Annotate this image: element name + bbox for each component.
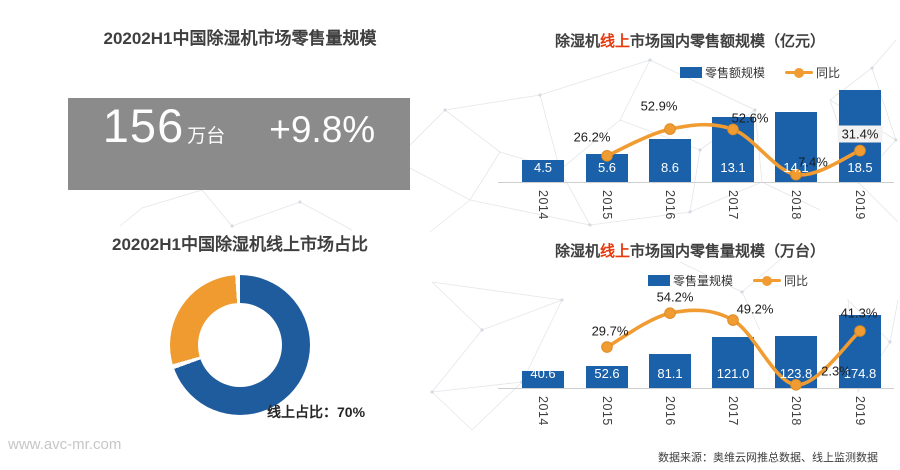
data-source-note: 数据来源：奥维云网推总数据、线上监测数据 [658,452,878,464]
x-axis-tick-label: 2016 [663,190,677,220]
line-marker [601,341,613,353]
x-axis-tick-label: 2015 [600,396,614,426]
retail-volume-chart: 除湿机线上市场国内零售量规模（万台） 零售量规模 同比 40.6 2014 52.6… [480,232,900,442]
growth-pct-label: 54.2% [656,289,694,305]
line-marker [664,307,676,320]
bar-2016 [649,354,691,388]
legend-item-bars: 零售额规模 [680,64,765,81]
bar-value-label: 123.8 [779,366,813,381]
growth-pct-label: 52.9% [640,98,678,114]
bar-value-label: 13.1 [720,160,746,175]
retail-volume-title: 20202H1中国除湿机市场零售量规模 [103,29,377,48]
x-axis-tick-label: 2017 [726,190,740,220]
legend-label: 零售额规模 [705,66,766,80]
growth-pct-label: 52.6% [731,110,769,126]
bar-value-label: 121.0 [716,366,750,381]
growth-pct-label: 49.2% [736,301,774,317]
line-marker [664,123,676,135]
retail-value-legend: 零售额规模 同比 [680,64,840,81]
line-marker [727,314,739,326]
title-part-highlight: 线上 [599,33,630,50]
growth-pct-label: 7.4% [798,154,828,170]
x-axis-tick-label: 2014 [536,396,550,426]
x-axis-tick-label: 2014 [536,190,550,220]
bar-2017 [712,337,754,388]
line-marker [790,379,802,391]
x-axis-tick-label: 2019 [853,190,867,220]
growth-pct-label: 2.3% [821,363,851,379]
legend-item-line: 同比 [753,272,808,289]
bar-value-label: 40.6 [530,366,556,381]
online-share-label: 线上占比：70% [267,404,366,420]
retail-volume-chart-title: 除湿机线上市场国内零售量规模（万台） [480,240,900,261]
growth-pct-label: 26.2% [573,129,611,145]
bar-series-swatch-icon [680,67,702,78]
bar-value-label: 174.8 [843,366,877,381]
stat-unit: 万台 [187,126,226,147]
online-share-title: 20202H1中国除湿机线上市场占比 [111,235,368,254]
bar-2014 [522,371,564,388]
line-marker [854,325,866,337]
legend-label: 同比 [816,66,841,80]
retail-volume-plot: 40.6 2014 52.6 2015 81.1 2016 121.0 2017 123.8 20… [480,290,900,435]
title-part: 除湿机 [554,243,600,260]
bar-2014 [522,160,564,182]
retail-value-chart-title: 除湿机线上市场国内零售额规模（亿元） [480,30,900,51]
growth-pct-label: 31.4% [837,125,883,143]
x-axis [498,182,894,183]
line-marker [727,123,739,136]
bar-value-label: 18.5 [847,160,873,175]
bar-value-label: 4.5 [533,160,553,175]
title-part: 除湿机 [554,33,600,50]
legend-label: 零售量规模 [673,274,734,288]
line-marker [790,168,802,181]
x-axis-tick-label: 2016 [663,396,677,426]
line-marker [601,150,613,162]
stat-value: 156 [102,99,185,152]
retail-value-chart: 除湿机线上市场国内零售额规模（亿元） 零售额规模 同比 4.5 2014 5.6 20… [480,20,900,232]
bar-series-swatch-icon [648,275,670,286]
line-series-swatch-icon [785,67,814,77]
bar-value-label: 14.1 [783,160,809,175]
bar-value-label: 81.1 [657,366,683,381]
retail-value-plot: 4.5 2014 5.6 2015 8.6 2016 13.1 2017 14.1 2018 18.… [480,85,900,230]
title-part: 市场国内零售量规模（万台） [630,243,826,260]
retail-volume-legend: 零售量规模 同比 [648,272,808,289]
x-axis-tick-label: 2018 [789,396,803,426]
bar-value-label: 8.6 [660,160,680,175]
x-axis-tick-label: 2019 [853,396,867,426]
legend-item-line: 同比 [785,64,840,81]
growth-line-chart [601,122,866,181]
title-part: 市场国内零售额规模（亿元） [630,33,826,50]
watermark: www.avc-mr.com [8,436,122,453]
line-series-swatch-icon [753,275,782,285]
bar-value-label: 5.6 [597,160,617,175]
bar-2016 [649,139,691,182]
line-marker [854,144,866,157]
retail-volume-stat-box: 156 万台 +9.8% [68,98,410,190]
growth-pct-label: 41.3% [840,305,878,321]
donut-hole [198,303,282,387]
x-axis-tick-label: 2015 [600,190,614,220]
growth-pct-label: 29.7% [591,323,629,339]
title-part-highlight: 线上 [599,243,630,260]
bar-value-label: 52.6 [594,366,620,381]
legend-label: 同比 [784,274,809,288]
bar-2015 [586,366,628,388]
growth-line-chart [601,307,866,391]
online-share-donut-chart [170,275,310,415]
x-axis-tick-label: 2017 [726,396,740,426]
stat-growth: +9.8% [269,109,376,150]
x-axis-tick-label: 2018 [789,190,803,220]
legend-item-bars: 零售量规模 [648,272,733,289]
x-axis [498,388,894,389]
